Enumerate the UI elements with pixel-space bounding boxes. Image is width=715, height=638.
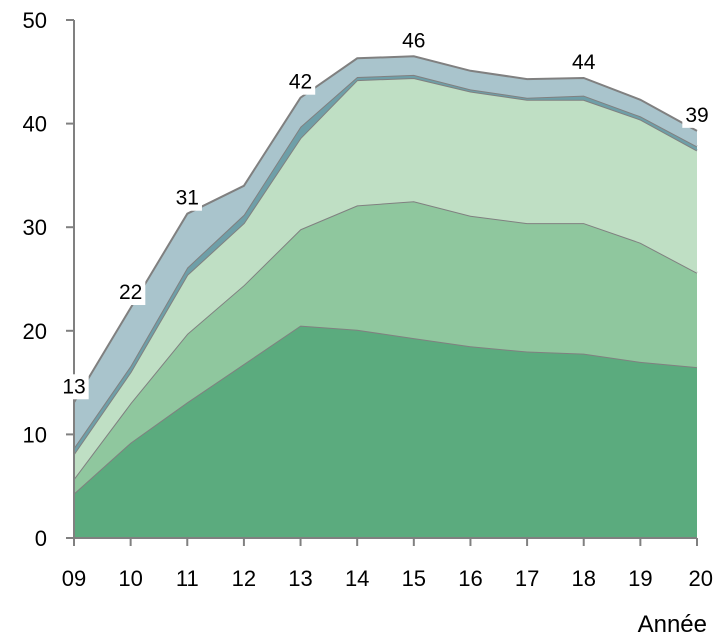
x-tick-label: 12 xyxy=(232,566,256,591)
y-tick-label: 30 xyxy=(23,215,47,240)
y-tick-label: 40 xyxy=(23,112,47,137)
y-tick-label: 0 xyxy=(35,526,47,551)
total-label-background xyxy=(172,185,202,211)
x-tick-label: 09 xyxy=(62,566,86,591)
total-label-background xyxy=(682,102,712,128)
area-series-2 xyxy=(74,201,697,494)
y-axis: 0 10 20 30 40 50 xyxy=(23,8,75,551)
x-tick-label: 17 xyxy=(515,566,539,591)
x-tick-label: 13 xyxy=(288,566,312,591)
total-label: 31 xyxy=(176,187,199,210)
total-label-background xyxy=(59,374,89,400)
x-tick-label: 14 xyxy=(345,566,369,591)
area-series-4 xyxy=(74,74,697,455)
total-label: 42 xyxy=(289,71,312,94)
total-label-background xyxy=(569,50,599,76)
area-layers xyxy=(73,55,698,538)
x-tick-label: 16 xyxy=(458,566,482,591)
x-tick-label: 18 xyxy=(571,566,595,591)
series-5-outline xyxy=(73,55,698,403)
total-label-background xyxy=(285,69,316,95)
area-series-1 xyxy=(74,325,697,538)
area-series-3 xyxy=(74,78,697,479)
y-tick-label: 20 xyxy=(23,319,47,344)
y-tick-label: 50 xyxy=(23,8,47,33)
x-tick-label: 15 xyxy=(402,566,426,591)
total-label-background xyxy=(399,28,429,54)
total-label: 46 xyxy=(402,29,425,52)
area-series-5 xyxy=(74,56,697,448)
x-tick-label: 10 xyxy=(118,566,142,591)
x-axis-title: Année xyxy=(638,611,707,638)
y-tick-label: 10 xyxy=(23,422,47,447)
total-labels: 13 22 31 42 46 44 39 xyxy=(59,28,712,400)
total-label-background xyxy=(115,280,146,306)
x-tick-label: 20 xyxy=(689,566,713,591)
total-label: 44 xyxy=(572,51,596,74)
x-tick-label: 11 xyxy=(176,566,199,591)
total-label: 22 xyxy=(119,281,142,304)
x-tick-label: 19 xyxy=(628,566,652,591)
total-label: 39 xyxy=(685,104,708,127)
x-axis: 09 10 11 12 13 14 15 16 17 18 19 20 xyxy=(62,537,713,591)
total-label: 13 xyxy=(62,375,85,398)
